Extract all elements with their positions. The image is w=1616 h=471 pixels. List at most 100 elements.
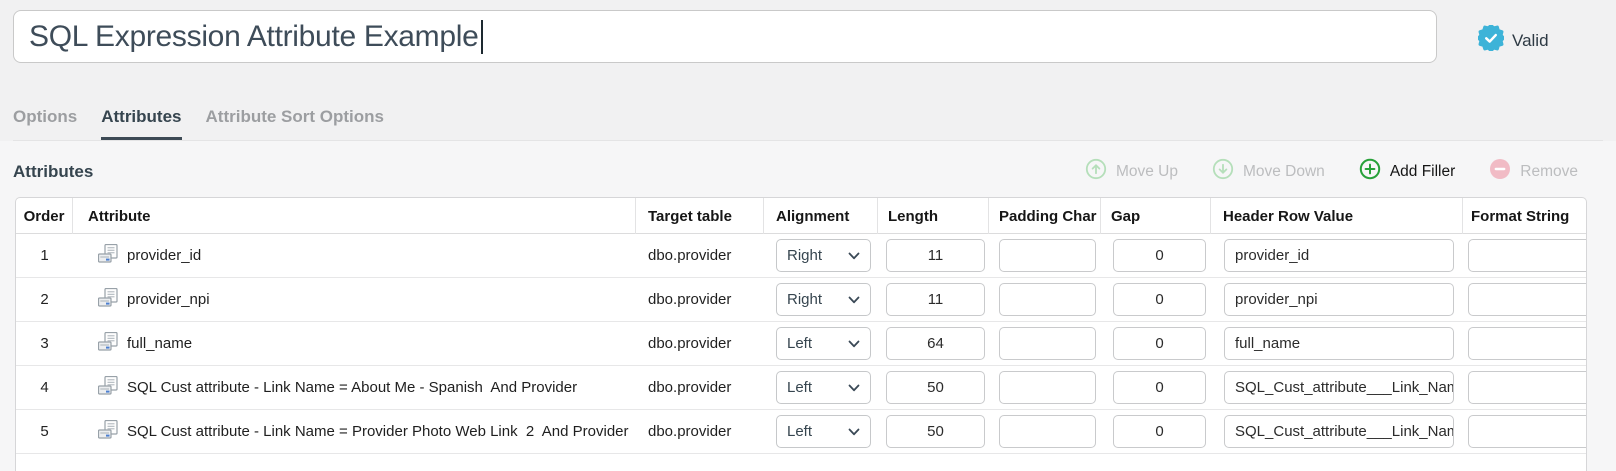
alignment-value: Left [787,423,813,440]
table-row[interactable]: 1 provider_id dbo.provider Right 11 0 pr… [16,234,1586,278]
tab-divider [13,140,1603,141]
attribute-name: SQL Cust attribute - Link Name = Provide… [127,423,629,440]
move-up-label: Move Up [1115,162,1178,180]
alignment-value: Right [787,247,823,264]
column-header-gap: Gap [1101,198,1211,234]
format-string-input[interactable] [1468,239,1586,272]
attributes-table: Order Attribute Target table Alignment L… [15,197,1587,471]
section-title: Attributes [13,162,94,181]
table-header-row: Order Attribute Target table Alignment L… [16,198,1586,234]
name-input-value: SQL Expression Attribute Example [29,19,479,53]
text-cursor [480,19,483,54]
validation-status: Valid [1476,23,1549,56]
move-up-button[interactable]: Move Up [1085,158,1178,185]
gap-input[interactable]: 0 [1113,371,1206,404]
attribute-name: full_name [127,335,193,352]
target-table-value: dbo.provider [648,291,732,308]
padding-char-input[interactable] [999,283,1096,316]
name-input[interactable]: SQL Expression Attribute Example [13,10,1437,63]
column-header-alignment: Alignment [764,198,878,234]
length-input[interactable]: 50 [886,371,985,404]
gap-input[interactable]: 0 [1113,415,1206,448]
gap-input[interactable]: 0 [1113,327,1206,360]
header-row-value-input[interactable]: provider_npi [1224,283,1454,316]
move-down-button[interactable]: Move Down [1212,158,1325,185]
length-input[interactable]: 11 [886,239,985,272]
alignment-select[interactable]: Right [776,283,871,316]
target-table-value: dbo.provider [648,247,732,264]
table-row[interactable]: 4 SQL Cust attribute - Link Name = About… [16,366,1586,410]
remove-button[interactable]: Remove [1489,158,1578,185]
alignment-select[interactable]: Left [776,415,871,448]
column-header-order: Order [16,198,73,234]
move-down-label: Move Down [1242,162,1325,180]
chevron-down-icon [848,423,860,440]
order-value: 4 [40,379,49,396]
header-row-value-input[interactable]: provider_id [1224,239,1454,272]
format-string-input[interactable] [1468,371,1586,404]
order-value: 1 [40,247,49,264]
alignment-select[interactable]: Left [776,371,871,404]
status-badge: Valid [1512,30,1549,50]
column-header-format-string: Format String [1471,207,1570,225]
chevron-down-icon [848,291,860,308]
header-row-value-input[interactable]: SQL_Cust_attribute___Link_Name [1224,415,1454,448]
table-row[interactable]: 2 provider_npi dbo.provider Right 11 0 p… [16,278,1586,322]
attribute-icon [97,243,118,268]
tab-options[interactable]: Options [13,107,78,126]
target-table-value: dbo.provider [648,335,732,352]
tab-bar: Options Attributes Attribute Sort Option… [13,107,384,140]
alignment-select[interactable]: Left [776,327,871,360]
padding-char-input[interactable] [999,371,1096,404]
alignment-value: Left [787,379,813,396]
format-string-input[interactable] [1468,283,1586,316]
minus-circle-icon [1489,158,1511,185]
format-string-input[interactable] [1468,327,1586,360]
column-header-target-table: Target table [636,198,764,234]
attribute-name: provider_id [127,247,202,264]
valid-seal-icon [1476,23,1506,56]
arrow-up-circle-icon [1085,158,1107,185]
padding-char-input[interactable] [999,239,1096,272]
add-filler-label: Add Filler [1389,162,1456,180]
table-row-partial [16,454,1586,471]
table-row[interactable]: 3 full_name dbo.provider Left 64 0 full_… [16,322,1586,366]
table-row[interactable]: 5 SQL Cust attribute - Link Name = Provi… [16,410,1586,454]
plus-circle-icon [1359,158,1381,185]
gap-input[interactable]: 0 [1113,239,1206,272]
padding-char-input[interactable] [999,415,1096,448]
order-value: 5 [40,423,49,440]
target-table-value: dbo.provider [648,379,732,396]
chevron-down-icon [848,247,860,264]
attribute-icon [97,331,118,356]
column-header-header-row-value: Header Row Value [1211,198,1463,234]
length-input[interactable]: 64 [886,327,985,360]
chevron-down-icon [848,379,860,396]
gap-input[interactable]: 0 [1113,283,1206,316]
order-value: 2 [40,291,49,308]
attribute-name: SQL Cust attribute - Link Name = About M… [127,379,578,396]
alignment-value: Left [787,335,813,352]
remove-label: Remove [1520,162,1578,180]
alignment-select[interactable]: Right [776,239,871,272]
chevron-down-icon [848,335,860,352]
arrow-down-circle-icon [1212,158,1234,185]
header-row-value-input[interactable]: SQL_Cust_attribute___Link_Name [1224,371,1454,404]
format-string-input[interactable] [1468,415,1586,448]
order-value: 3 [40,335,49,352]
length-input[interactable]: 11 [886,283,985,316]
attribute-icon [97,287,118,312]
target-table-value: dbo.provider [648,423,732,440]
attribute-icon [97,419,118,444]
tab-attributes[interactable]: Attributes [101,107,182,140]
attributes-toolbar: Move Up Move Down Add Filler [1085,158,1578,185]
tab-attribute-sort-options[interactable]: Attribute Sort Options [205,107,384,126]
padding-char-input[interactable] [999,327,1096,360]
column-header-padding-char: Padding Char [989,198,1101,234]
length-input[interactable]: 50 [886,415,985,448]
column-header-attribute: Attribute [73,198,636,234]
column-header-length: Length [878,198,989,234]
add-filler-button[interactable]: Add Filler [1359,158,1455,185]
header-row-value-input[interactable]: full_name [1224,327,1454,360]
attribute-icon [97,375,118,400]
